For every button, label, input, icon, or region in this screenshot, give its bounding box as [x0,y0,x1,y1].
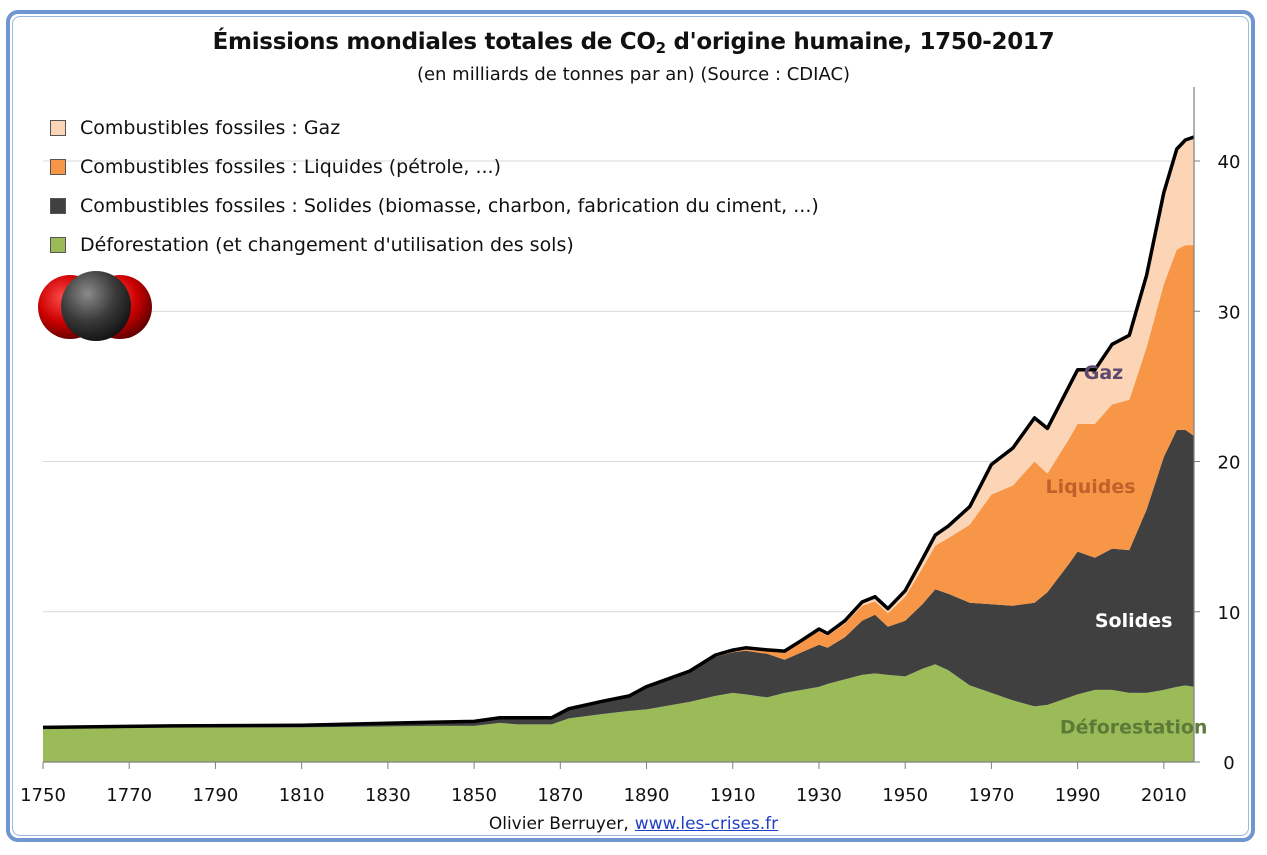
legend-swatch [50,158,66,175]
legend-item-gaz: Combustibles fossiles : Gaz [50,108,819,147]
x-tick-label: 1990 [1055,785,1101,806]
area-liquides [43,245,1194,728]
y-tick-label: 20 [1218,453,1241,474]
y-tick-label: 0 [1223,753,1234,774]
x-tick-label: 1890 [624,785,670,806]
chart-frame-inner [12,16,1249,836]
x-tick-label: 1870 [537,785,583,806]
x-tick-label: 1910 [710,785,756,806]
area-solides [43,429,1194,729]
x-tick-label: 1970 [968,785,1014,806]
credit-author: Olivier Berruyer, [488,814,629,834]
legend-label: Combustibles fossiles : Liquides (pétrol… [80,155,501,178]
x-tick-label: 1750 [20,785,66,806]
legend-swatch [50,197,66,214]
y-tick-label: 30 [1218,302,1241,323]
co2-molecule-icon [38,271,152,341]
legend-label: Combustibles fossiles : Gaz [80,116,341,139]
legend: Combustibles fossiles : Gaz Combustibles… [50,108,819,264]
x-tick-label: 1950 [882,785,928,806]
legend-item-solides: Combustibles fossiles : Solides (biomass… [50,186,819,225]
area-label: Solides [1095,610,1173,632]
area-label: Déforestation [1060,716,1208,738]
x-tick-label: 1930 [796,785,842,806]
area-label: Gaz [1084,362,1123,384]
legend-item-liquides: Combustibles fossiles : Liquides (pétrol… [50,147,819,186]
x-tick-label: 1770 [106,785,152,806]
y-tick-label: 40 [1218,152,1241,173]
legend-swatch [50,236,66,253]
credit-link[interactable]: www.les-crises.fr [634,814,779,834]
x-tick-label: 1850 [451,785,497,806]
y-tick-label: 10 [1218,603,1241,624]
legend-item-deforestation: Déforestation (et changement d'utilisati… [50,225,819,264]
x-tick-label: 2010 [1141,785,1187,806]
area-deforestation [43,664,1194,762]
chart-title: Émissions mondiales totales de CO2 d'ori… [212,29,1055,57]
x-tick-label: 1790 [193,785,239,806]
chart-frame [6,10,1255,842]
chart-subtitle: (en milliards de tonnes par an) (Source … [416,64,851,85]
x-tick-label: 1810 [279,785,325,806]
x-tick-label: 1830 [365,785,411,806]
credit: Olivier Berruyer, www.les-crises.fr [0,814,1267,834]
legend-label: Combustibles fossiles : Solides (biomass… [80,194,819,217]
legend-label: Déforestation (et changement d'utilisati… [80,233,574,256]
legend-swatch [50,119,66,136]
total-line [42,135,1195,730]
area-label: Liquides [1046,476,1136,498]
